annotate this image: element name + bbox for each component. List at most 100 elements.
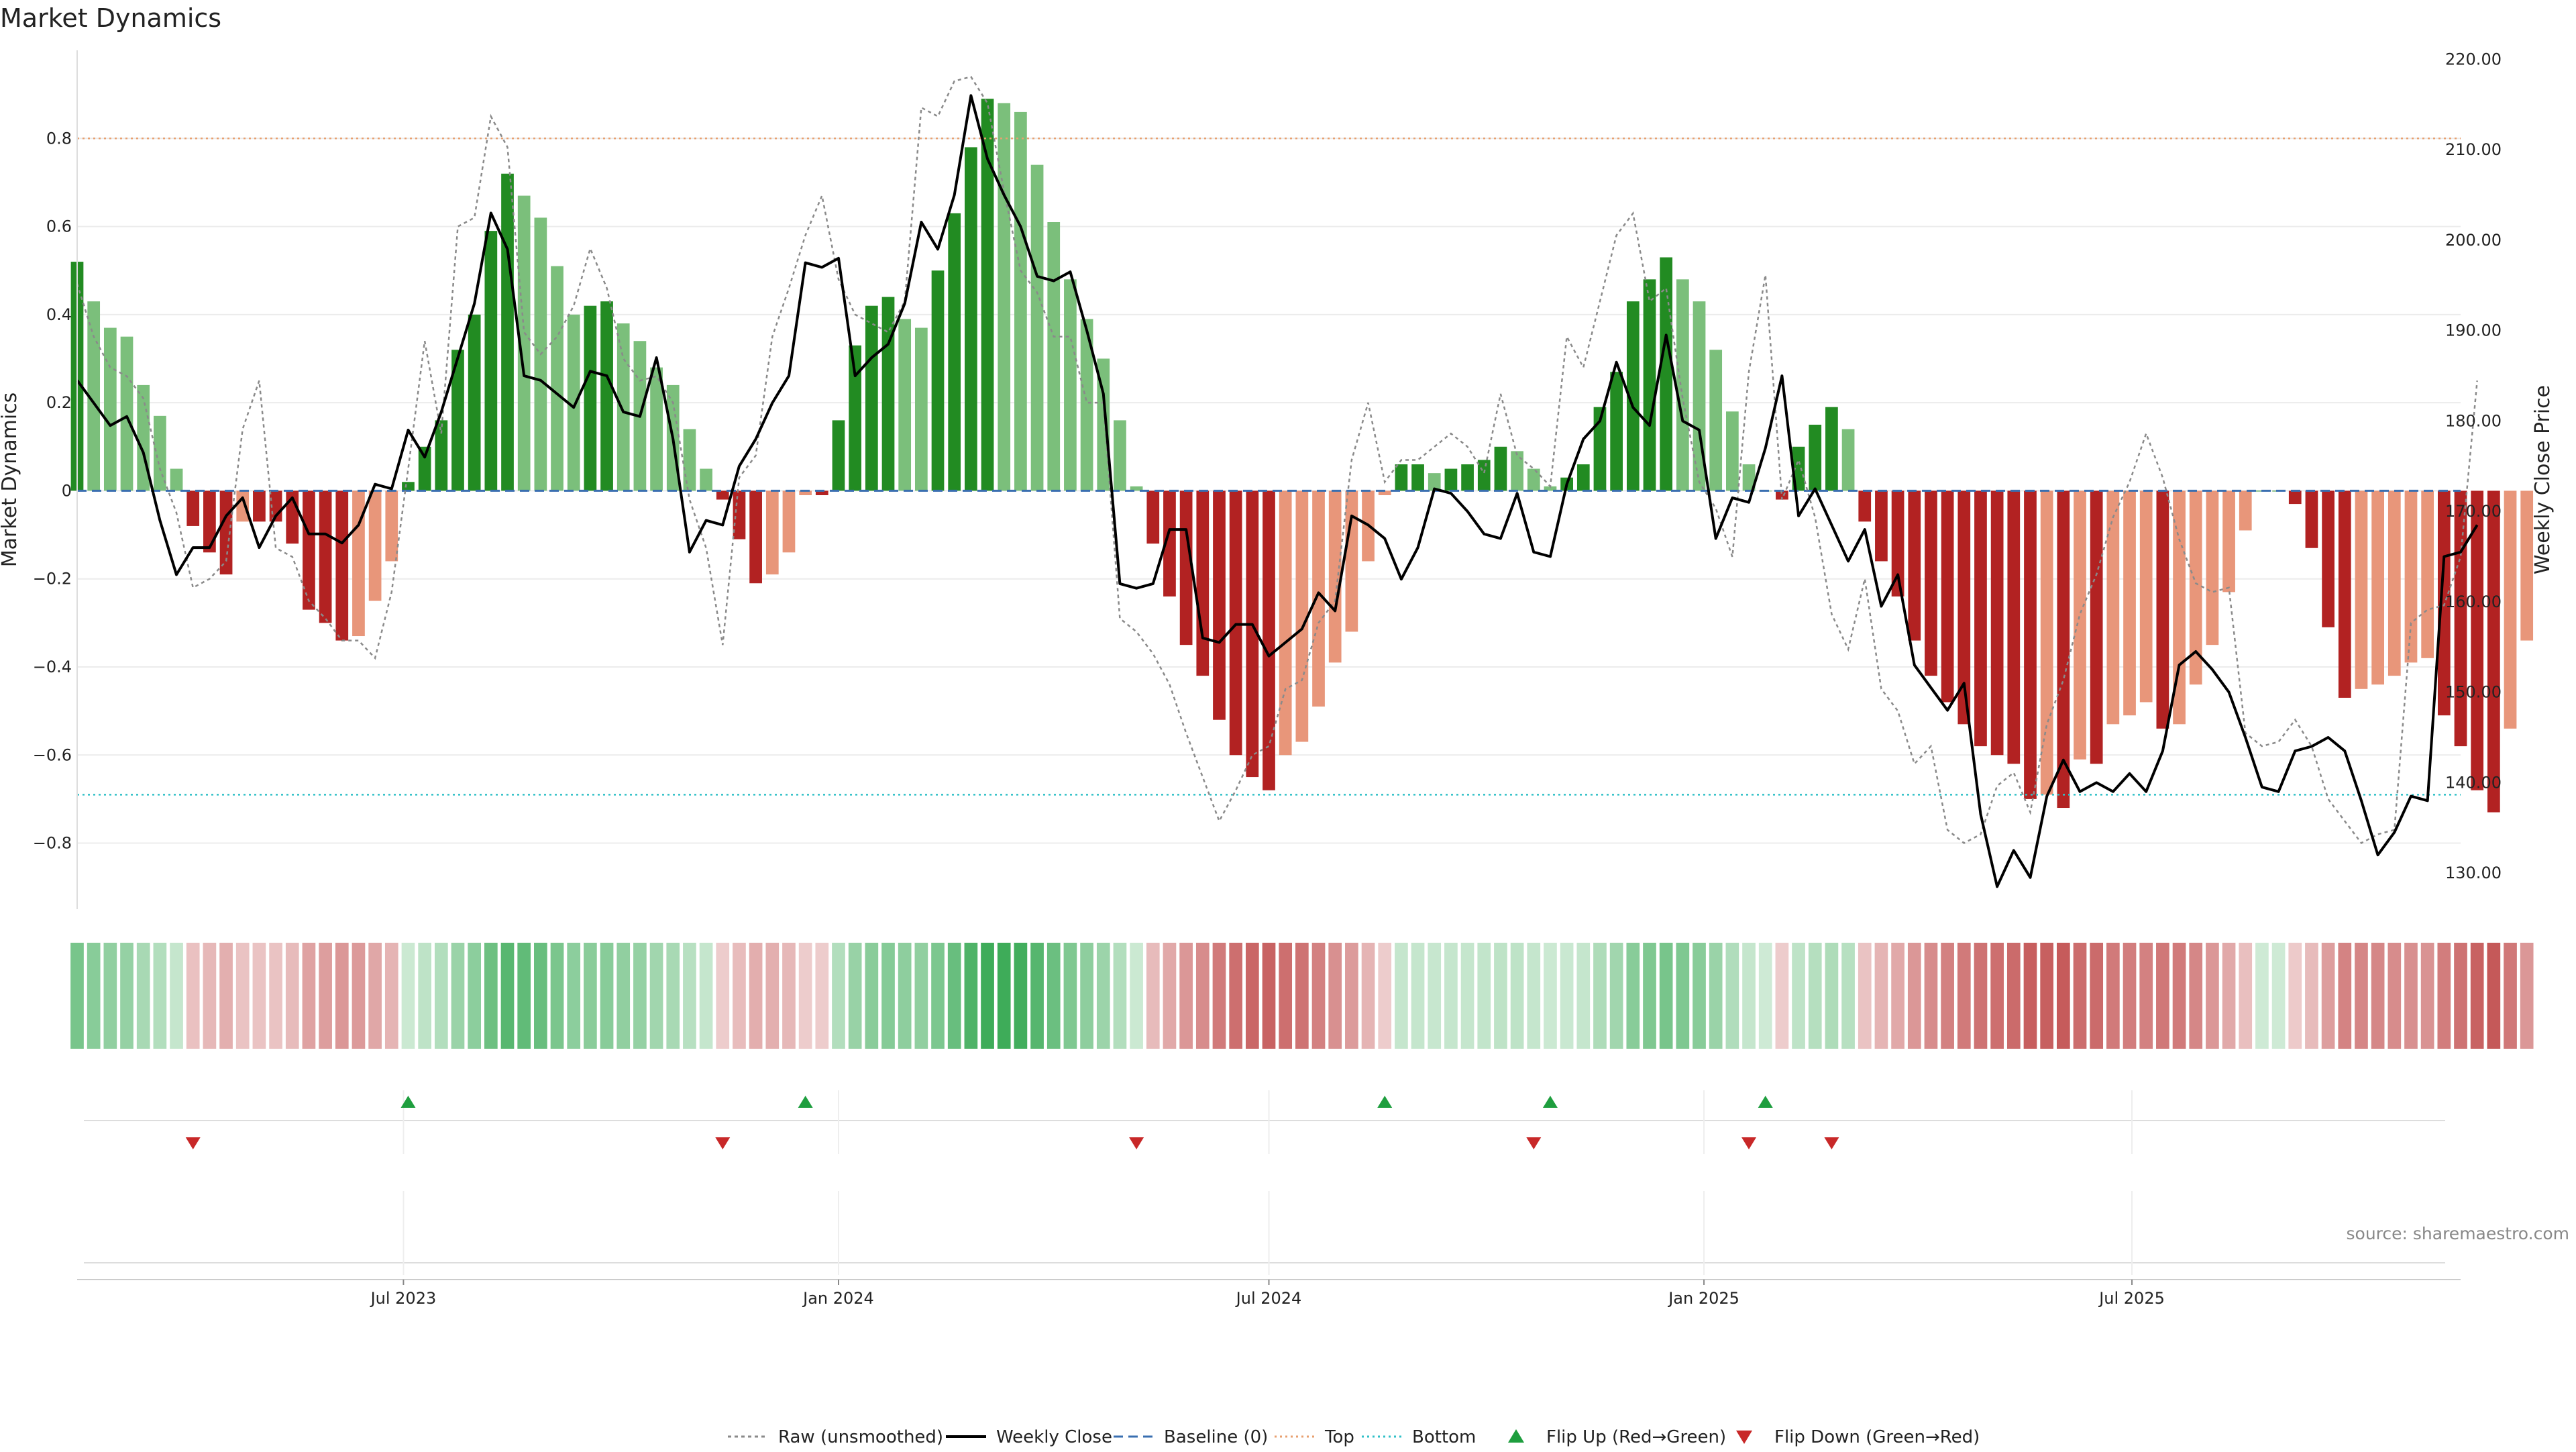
legend: Raw (unsmoothed) Weekly Close Baseline (0)… bbox=[728, 1427, 1980, 1447]
left-tick-label: −0.2 bbox=[33, 570, 72, 588]
x-tick-label: Jan 2024 bbox=[802, 1289, 874, 1308]
bar bbox=[765, 490, 779, 575]
bar bbox=[319, 490, 332, 623]
bar bbox=[418, 446, 431, 491]
bar bbox=[1064, 279, 1077, 491]
heat-strip-cell bbox=[170, 943, 183, 1049]
heat-strip-cell bbox=[1858, 943, 1872, 1049]
bar bbox=[1709, 350, 1723, 491]
heat-strip-cell bbox=[1907, 943, 1921, 1049]
heat-strip-cell bbox=[302, 943, 316, 1049]
bar bbox=[2156, 490, 2169, 729]
bar bbox=[1196, 490, 1210, 676]
heat-strip-cell bbox=[219, 943, 233, 1049]
heat-strip-cell bbox=[335, 943, 349, 1049]
bar bbox=[1891, 490, 1904, 597]
heat-strip-cell bbox=[1030, 943, 1044, 1049]
bar bbox=[1229, 490, 1242, 756]
heat-strip-cell bbox=[1311, 943, 1326, 1049]
bar bbox=[1246, 490, 1259, 778]
heat-strip-cell bbox=[782, 943, 796, 1049]
heat-strip-cell bbox=[2288, 943, 2302, 1049]
bar bbox=[1941, 490, 1954, 703]
bar bbox=[1395, 464, 1408, 491]
bar bbox=[2024, 490, 2037, 799]
heat-strip-cell bbox=[434, 943, 448, 1049]
heat-strip-cell bbox=[1345, 943, 1358, 1049]
bar bbox=[1146, 490, 1160, 544]
heat-strip-cell bbox=[1395, 943, 1408, 1049]
bar bbox=[849, 345, 862, 491]
heat-strip-cell bbox=[2073, 943, 2087, 1049]
heat-strip-cell bbox=[203, 943, 217, 1049]
bar bbox=[898, 319, 912, 491]
heat-strip-cell bbox=[235, 943, 250, 1049]
heat-strip-cell bbox=[517, 943, 531, 1049]
bar bbox=[1378, 490, 1391, 495]
heat-strip-cell bbox=[2520, 943, 2534, 1049]
left-tick-label: −0.8 bbox=[33, 834, 72, 853]
bar bbox=[1841, 429, 1855, 491]
bar bbox=[484, 231, 498, 491]
bar bbox=[1593, 407, 1607, 491]
bar bbox=[981, 99, 994, 491]
heat-strip-cell bbox=[1560, 943, 1574, 1049]
bar bbox=[799, 490, 812, 495]
bar bbox=[1130, 486, 1143, 491]
heat-strip-cell bbox=[1974, 943, 1988, 1049]
bar bbox=[914, 327, 928, 491]
bar bbox=[1295, 490, 1309, 742]
bar bbox=[120, 336, 133, 491]
heat-strip-cell bbox=[1626, 943, 1640, 1049]
heat-strip-cell bbox=[418, 943, 431, 1049]
x-tick-label: Jul 2024 bbox=[1235, 1289, 1302, 1308]
heat-strip-cell bbox=[881, 943, 895, 1049]
bar bbox=[1080, 319, 1093, 491]
x-tick-label: Jul 2025 bbox=[2098, 1289, 2165, 1308]
bar bbox=[1179, 490, 1193, 645]
bar bbox=[1875, 490, 1888, 562]
left-axis-label: Market Dynamics bbox=[0, 393, 21, 568]
bar bbox=[186, 490, 200, 526]
legend-label: Flip Up (Red→Green) bbox=[1546, 1427, 1726, 1447]
heat-strip-cell bbox=[1841, 943, 1855, 1049]
heat-strip-cell bbox=[401, 943, 415, 1049]
bar bbox=[733, 490, 746, 539]
heat-strip-cell bbox=[832, 943, 845, 1049]
heat-strip-cell bbox=[1295, 943, 1309, 1049]
bar bbox=[87, 301, 101, 491]
heat-strip-cell bbox=[70, 943, 84, 1049]
heat-strip-cell bbox=[1113, 943, 1127, 1049]
heat-strip-cell bbox=[1792, 943, 1805, 1049]
heat-strip-cell bbox=[848, 943, 862, 1049]
heat-strip-cell bbox=[749, 943, 763, 1049]
heat-strip-cell bbox=[285, 943, 299, 1049]
flip-down-marker bbox=[1824, 1137, 1839, 1149]
heat-strip-cell bbox=[2172, 943, 2186, 1049]
bar bbox=[1990, 490, 2004, 756]
left-tick-label: 0.4 bbox=[46, 305, 72, 324]
bar bbox=[616, 323, 630, 491]
bar bbox=[2387, 490, 2401, 676]
heat-strip-cell bbox=[1643, 943, 1656, 1049]
bar bbox=[865, 305, 878, 491]
heat-strip-cell bbox=[1676, 943, 1690, 1049]
bar bbox=[1925, 490, 1937, 676]
bar bbox=[1014, 111, 1027, 491]
right-tick-label: 130.00 bbox=[2445, 864, 2502, 882]
heat-strip-cell bbox=[699, 943, 713, 1049]
flip-down-marker bbox=[715, 1137, 731, 1149]
bar bbox=[1263, 490, 1275, 790]
bar bbox=[1544, 486, 1557, 491]
heat-strip-cell bbox=[1775, 943, 1789, 1049]
flip-down-marker bbox=[1526, 1137, 1542, 1149]
bar bbox=[2454, 490, 2467, 747]
bar bbox=[468, 314, 481, 491]
legend-label: Flip Down (Green→Red) bbox=[1774, 1427, 1980, 1447]
heat-strip-cell bbox=[2387, 943, 2402, 1049]
heat-strip-cell bbox=[500, 943, 515, 1049]
bar bbox=[881, 297, 895, 491]
heat-strip-cell bbox=[1494, 943, 1507, 1049]
heat-strip-cell bbox=[2305, 943, 2318, 1049]
chart-title: Market Dynamics bbox=[0, 3, 221, 33]
